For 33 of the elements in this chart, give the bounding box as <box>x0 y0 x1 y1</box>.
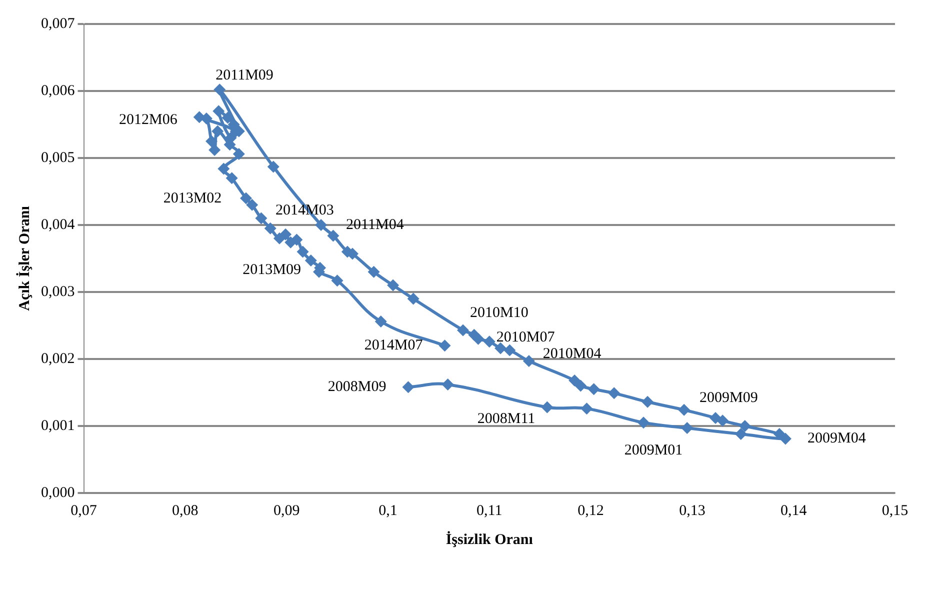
y-tick-label: 0,003 <box>41 284 75 300</box>
x-tick-label: 0,11 <box>476 502 502 519</box>
annotation: 2009M09 <box>700 390 758 406</box>
x-tick-label: 0,12 <box>578 502 604 519</box>
annotation: 2008M11 <box>477 411 536 428</box>
y-tick-label: 0,007 <box>41 16 76 32</box>
y-tick-label: 0,006 <box>41 82 76 99</box>
x-tick-label: 0,1 <box>378 502 398 519</box>
annotation: 2014M07 <box>364 338 424 354</box>
x-tick-label: 0,14 <box>780 502 808 519</box>
annotation: 2008M09 <box>328 379 386 396</box>
y-tick-label: 0,005 <box>41 150 75 166</box>
x-tick-label: 0,07 <box>70 502 98 519</box>
x-tick-label: 0,08 <box>172 502 198 519</box>
x-tick-label: 0,09 <box>273 502 300 519</box>
annotation: 2010M07 <box>496 330 556 346</box>
annotation: 2010M10 <box>470 305 528 322</box>
y-tick-label: 0,000 <box>41 484 75 501</box>
annotation: 2011M04 <box>346 216 404 233</box>
x-tick-label: 0,13 <box>679 502 706 519</box>
annotation: 2009M01 <box>624 442 683 459</box>
annotation: 2010M04 <box>542 346 602 362</box>
annotation: 2013M09 <box>242 262 302 278</box>
annotation: 2013M02 <box>163 190 222 207</box>
annotation: 2011M09 <box>216 68 274 84</box>
y-tick-label: 0,002 <box>41 350 75 367</box>
x-tick-label: 0,15 <box>882 502 908 519</box>
annotation: 2012M06 <box>119 112 178 128</box>
x-axis-title: İşsizlik Oranı <box>446 530 533 548</box>
y-tick-label: 0,001 <box>41 418 75 434</box>
annotation: 2009M04 <box>807 430 866 447</box>
y-axis-title: Açık İşler Oranı <box>16 206 33 311</box>
y-tick-label: 0,004 <box>41 216 76 233</box>
